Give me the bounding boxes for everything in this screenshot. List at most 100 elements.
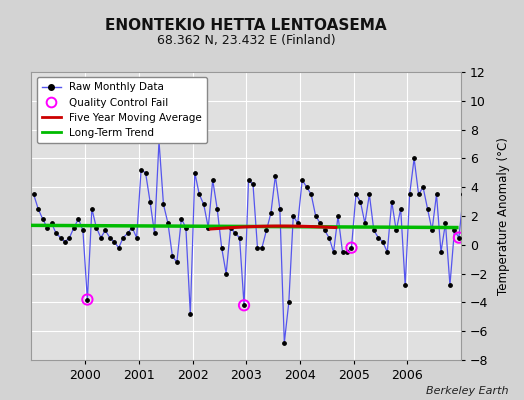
Point <box>320 227 329 234</box>
Point <box>347 244 356 251</box>
Point <box>168 253 177 260</box>
Point <box>285 299 293 306</box>
Point <box>105 234 114 241</box>
Point <box>195 191 203 198</box>
Point <box>258 244 266 251</box>
Point <box>43 224 51 231</box>
Point <box>182 224 190 231</box>
Point <box>455 234 463 241</box>
Point <box>311 213 320 219</box>
Point <box>437 249 445 255</box>
Point <box>271 172 280 179</box>
Point <box>52 230 60 236</box>
Point <box>222 270 231 277</box>
Point <box>388 198 396 205</box>
Point <box>464 187 472 193</box>
Legend: Raw Monthly Data, Quality Control Fail, Five Year Moving Average, Long-Term Tren: Raw Monthly Data, Quality Control Fail, … <box>37 77 207 143</box>
Point <box>504 234 512 241</box>
Point <box>383 249 391 255</box>
Point <box>164 220 172 226</box>
Point <box>347 244 356 251</box>
Point <box>468 191 476 198</box>
Point <box>267 210 275 216</box>
Point <box>204 224 212 231</box>
Point <box>61 239 69 245</box>
Point <box>334 213 342 219</box>
Point <box>186 311 194 317</box>
Point <box>517 191 524 198</box>
Point <box>508 244 517 251</box>
Point <box>177 216 185 222</box>
Point <box>419 184 427 190</box>
Point <box>361 220 369 226</box>
Point <box>455 234 463 241</box>
Point <box>280 340 289 346</box>
Point <box>401 282 409 288</box>
Point <box>231 230 239 236</box>
Point <box>477 206 485 212</box>
Point <box>307 191 315 198</box>
Point <box>38 216 47 222</box>
Point <box>316 220 324 226</box>
Point <box>115 244 123 251</box>
Point <box>155 138 163 144</box>
Point <box>96 234 105 241</box>
Point <box>191 170 199 176</box>
Point <box>235 234 244 241</box>
Point <box>459 191 467 198</box>
Text: 68.362 N, 23.432 E (Finland): 68.362 N, 23.432 E (Finland) <box>157 34 335 47</box>
Point <box>146 198 154 205</box>
Point <box>374 234 383 241</box>
Point <box>441 220 450 226</box>
Point <box>57 234 65 241</box>
Point <box>414 191 423 198</box>
Point <box>141 170 150 176</box>
Point <box>83 296 92 303</box>
Point <box>423 206 432 212</box>
Point <box>150 230 159 236</box>
Point <box>352 191 360 198</box>
Point <box>495 234 504 241</box>
Point <box>302 184 311 190</box>
Point <box>66 234 74 241</box>
Point <box>432 191 441 198</box>
Point <box>213 206 221 212</box>
Point <box>119 234 127 241</box>
Point <box>339 249 347 255</box>
Point <box>240 302 248 308</box>
Point <box>249 181 257 188</box>
Point <box>365 191 374 198</box>
Point <box>110 239 118 245</box>
Point <box>47 220 56 226</box>
Point <box>173 259 181 265</box>
Y-axis label: Temperature Anomaly (°C): Temperature Anomaly (°C) <box>497 137 510 295</box>
Point <box>473 191 481 198</box>
Point <box>379 239 387 245</box>
Point <box>298 177 307 183</box>
Point <box>79 227 87 234</box>
Point <box>293 220 302 226</box>
Point <box>356 198 365 205</box>
Point <box>128 224 136 231</box>
Point <box>369 227 378 234</box>
Point <box>133 234 141 241</box>
Point <box>159 201 168 208</box>
Point <box>88 206 96 212</box>
Point <box>392 227 400 234</box>
Point <box>446 282 454 288</box>
Point <box>508 244 517 251</box>
Text: Berkeley Earth: Berkeley Earth <box>426 386 508 396</box>
Point <box>34 206 42 212</box>
Point <box>406 191 414 198</box>
Point <box>450 227 458 234</box>
Point <box>226 224 235 231</box>
Point <box>29 191 38 198</box>
Point <box>253 244 261 251</box>
Point <box>513 234 521 241</box>
Point <box>101 227 110 234</box>
Point <box>244 177 253 183</box>
Point <box>83 296 92 303</box>
Point <box>289 213 298 219</box>
Point <box>482 234 490 241</box>
Point <box>240 302 248 308</box>
